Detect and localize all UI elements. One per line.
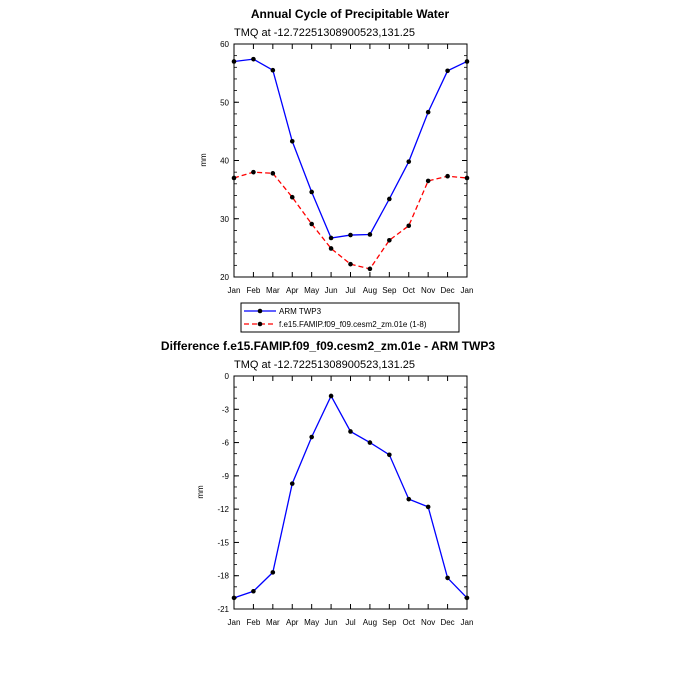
data-point <box>464 175 470 181</box>
legend-marker-arm <box>257 308 263 314</box>
data-point <box>231 175 237 181</box>
y-tick-label: 60 <box>220 40 229 49</box>
x-tick-label: Jun <box>325 618 338 627</box>
data-point <box>425 109 431 115</box>
legend-label-arm: ARM TWP3 <box>279 307 322 316</box>
x-tick-label: Mar <box>266 618 280 627</box>
data-point <box>328 235 334 241</box>
data-point <box>464 59 470 64</box>
y-tick-label: -9 <box>222 472 230 481</box>
x-tick-label: Aug <box>363 618 377 627</box>
data-point <box>387 238 392 243</box>
plot-frame <box>233 43 468 278</box>
x-tick-label: Nov <box>421 618 435 627</box>
y-tick-label: 40 <box>220 157 229 166</box>
x-tick-label: Dec <box>440 286 454 295</box>
data-point <box>425 178 431 184</box>
data-point <box>425 504 431 510</box>
chart-subtitle: TMQ at -12.72251308900523,131.25 <box>234 27 415 39</box>
plot-frame <box>233 375 468 610</box>
y-tick-label: -12 <box>217 505 229 514</box>
data-point <box>289 481 295 486</box>
data-point <box>445 575 450 581</box>
x-tick-label: Jul <box>345 286 355 295</box>
data-point <box>406 159 412 164</box>
data-point <box>445 173 450 179</box>
y-tick-label: -21 <box>217 605 229 614</box>
x-tick-label: Aug <box>363 286 377 295</box>
series-line-0 <box>233 58 468 239</box>
x-tick-label: May <box>304 618 319 627</box>
x-tick-label: May <box>304 286 319 295</box>
chart-difference: Difference f.e15.FAMIP.f09_f09.cesm2_zm.… <box>161 339 495 627</box>
y-tick-label: 50 <box>220 98 229 107</box>
data-point <box>406 496 412 502</box>
data-point <box>309 221 314 227</box>
y-axis-label: mm <box>199 153 208 167</box>
legend-marker-model <box>257 321 263 327</box>
series-line-1 <box>233 171 468 270</box>
x-tick-label: Apr <box>286 286 299 295</box>
x-tick-label: Oct <box>403 618 416 627</box>
chart-subtitle: TMQ at -12.72251308900523,131.25 <box>234 359 415 371</box>
legend: ARM TWP3 f.e15.FAMIP.f09_f09.cesm2_zm.01… <box>240 302 460 333</box>
x-tick-label: Sep <box>382 286 397 295</box>
data-point <box>309 434 314 440</box>
chart-title: Annual Cycle of Precipitable Water <box>251 7 450 21</box>
data-point <box>231 59 237 64</box>
data-point <box>289 194 295 200</box>
data-point <box>251 169 256 175</box>
chart-annual-cycle: Annual Cycle of Precipitable Water TMQ a… <box>199 7 474 333</box>
data-point <box>270 570 276 575</box>
data-point <box>348 232 353 238</box>
data-point <box>367 232 373 237</box>
data-point <box>387 196 392 202</box>
y-tick-label: -3 <box>222 405 230 414</box>
x-tick-label: Jan <box>461 286 474 295</box>
data-point <box>464 595 470 601</box>
chart-title: Difference f.e15.FAMIP.f09_f09.cesm2_zm.… <box>161 339 495 353</box>
legend-label-model: f.e15.FAMIP.f09_f09.cesm2_zm.01e (1-8) <box>279 320 427 329</box>
data-point <box>270 171 276 176</box>
data-point <box>251 588 256 594</box>
data-point <box>328 246 334 251</box>
y-tick-label: 30 <box>220 215 229 224</box>
y-axis-label: mm <box>196 485 205 499</box>
data-point <box>328 393 334 399</box>
x-tick-label: Dec <box>440 618 454 627</box>
data-point <box>309 189 314 195</box>
x-tick-label: Jul <box>345 618 355 627</box>
x-tick-label: Oct <box>403 286 416 295</box>
x-tick-label: Nov <box>421 286 435 295</box>
data-point <box>348 429 353 434</box>
data-point <box>367 440 373 445</box>
x-tick-label: Jan <box>228 618 241 627</box>
x-tick-label: Feb <box>247 618 261 627</box>
x-tick-label: Jan <box>461 618 474 627</box>
x-tick-label: Jun <box>325 286 338 295</box>
data-point <box>348 261 353 267</box>
x-tick-label: Apr <box>286 618 299 627</box>
x-tick-label: Feb <box>247 286 261 295</box>
data-point <box>406 223 412 229</box>
data-point <box>445 68 450 74</box>
data-point <box>387 452 392 458</box>
data-point <box>289 138 295 144</box>
y-tick-label: -6 <box>222 439 230 448</box>
y-tick-label: -18 <box>217 572 229 581</box>
y-tick-label: -15 <box>217 538 229 547</box>
data-point <box>367 266 373 272</box>
data-point <box>270 67 276 73</box>
y-tick-label: 20 <box>220 273 229 282</box>
data-point <box>251 56 256 62</box>
series-line-0 <box>233 394 468 599</box>
data-point <box>231 595 237 601</box>
x-tick-label: Jan <box>228 286 241 295</box>
y-tick-label: 0 <box>225 372 230 381</box>
x-tick-label: Mar <box>266 286 280 295</box>
x-tick-label: Sep <box>382 618 397 627</box>
legend-frame <box>240 302 460 333</box>
